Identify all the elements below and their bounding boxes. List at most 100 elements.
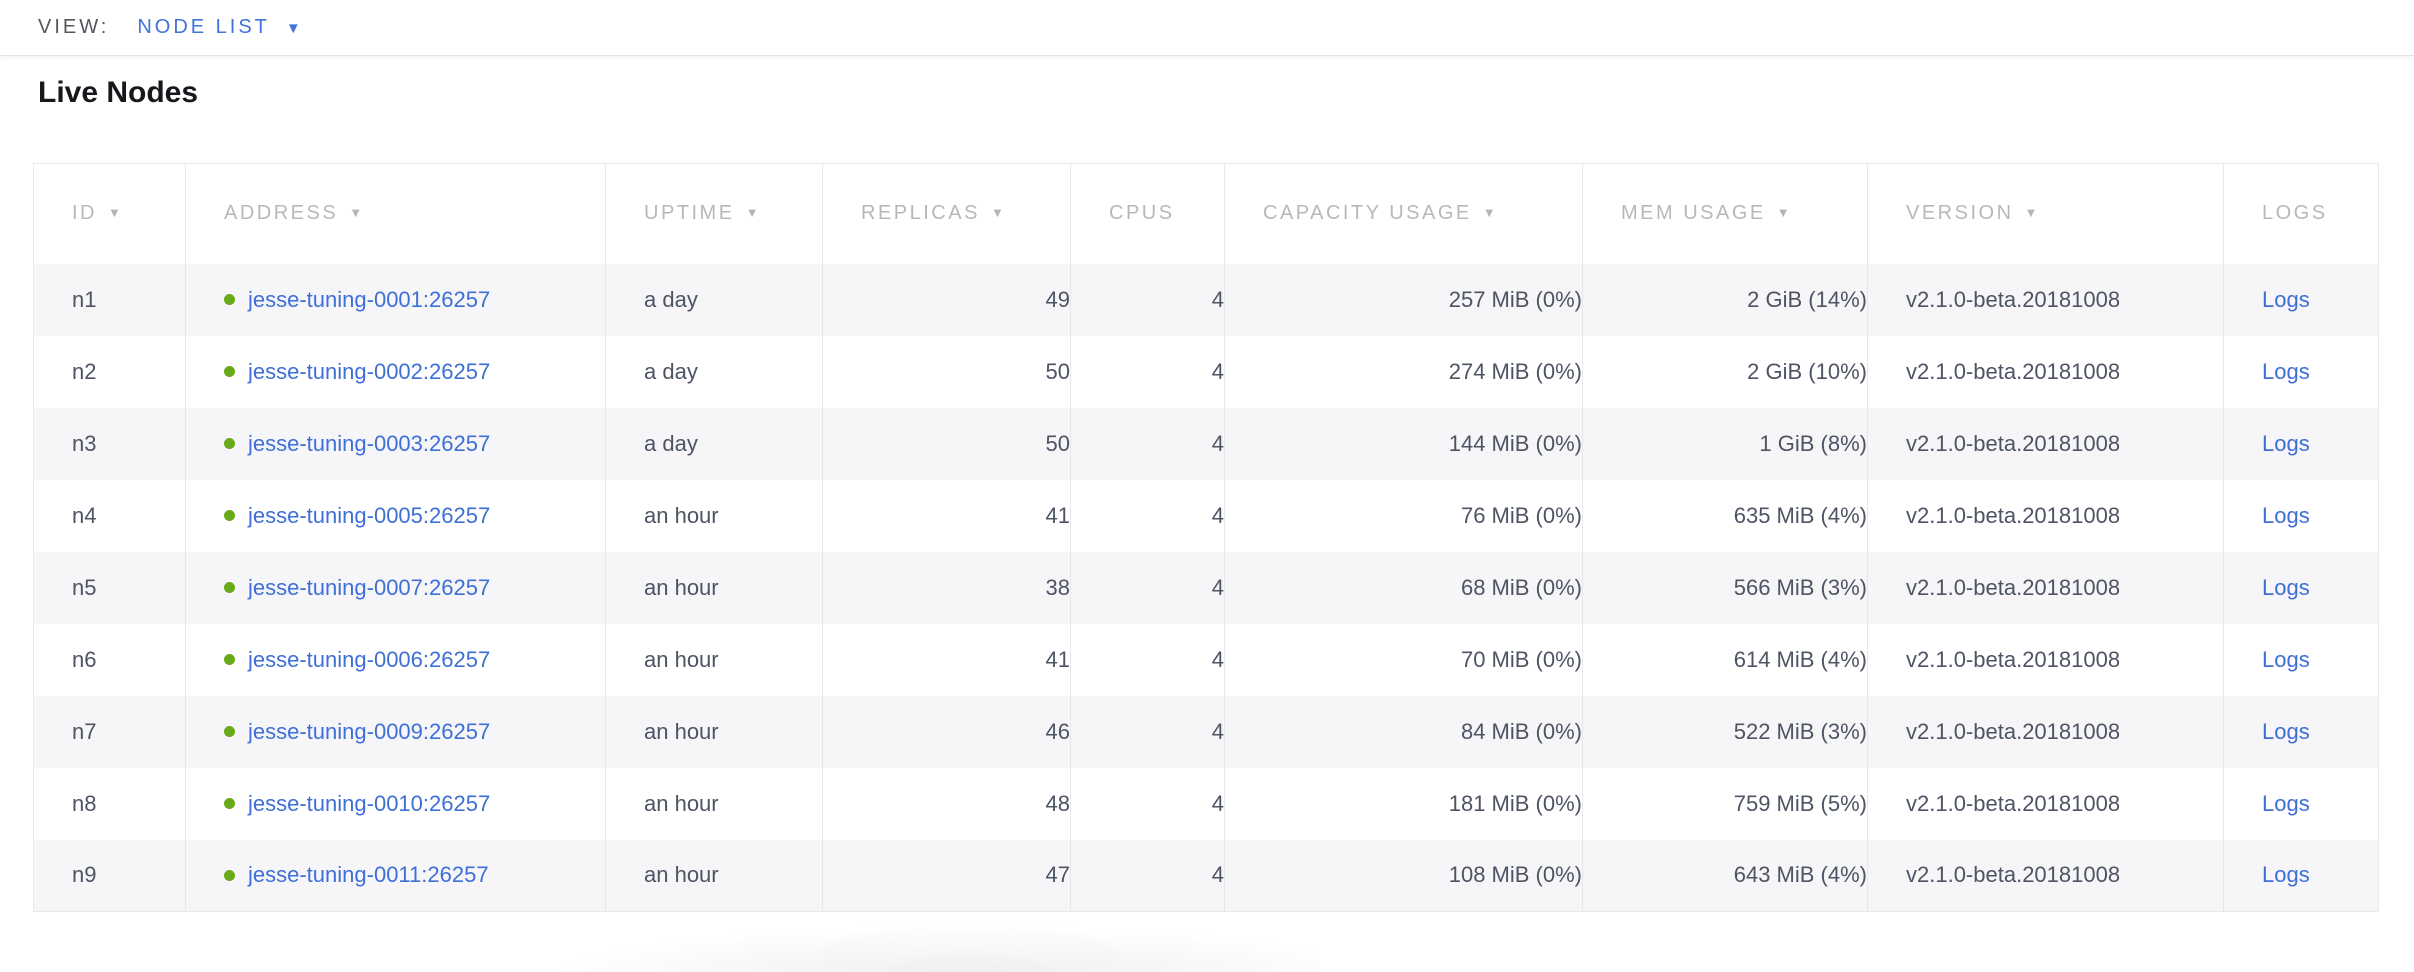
node-version-cell: v2.1.0-beta.20181008 [1867, 767, 2224, 840]
sort-desc-icon: ▼ [108, 205, 124, 221]
node-logs-link[interactable]: Logs [2262, 718, 2310, 744]
node-address-link[interactable]: jesse-tuning-0011:26257 [248, 862, 489, 888]
node-capacity-usage-cell: 70 MiB (0%) [1224, 623, 1583, 696]
node-id-cell: n1 [33, 263, 186, 336]
table-row: n5 jesse-tuning-0007:26257 an hour 38 4 … [33, 551, 2379, 624]
sort-desc-icon: ▼ [1482, 205, 1499, 221]
node-cpus-cell: 4 [1070, 839, 1225, 912]
node-mem-usage-cell: 2 GiB (14%) [1582, 263, 1868, 336]
node-logs-cell: Logs [2223, 767, 2379, 840]
node-logs-link[interactable]: Logs [2262, 430, 2310, 456]
node-capacity-usage-cell: 257 MiB (0%) [1224, 263, 1583, 336]
node-status-ok-icon [224, 366, 235, 377]
node-status-ok-icon [224, 654, 235, 665]
table-row: n7 jesse-tuning-0009:26257 an hour 46 4 … [33, 695, 2379, 768]
table-header: ID ▼ ADDRESS ▼ UPTIME ▼ REPLICAS ▼ CPUS CAPA… [33, 163, 2379, 264]
node-address-link[interactable]: jesse-tuning-0001:26257 [248, 286, 491, 312]
node-logs-link[interactable]: Logs [2262, 790, 2310, 816]
column-header-replicas[interactable]: REPLICAS ▼ [822, 163, 1071, 264]
node-uptime-cell: an hour [605, 695, 823, 768]
node-address-cell: jesse-tuning-0003:26257 [185, 407, 606, 480]
node-uptime-cell: an hour [605, 551, 823, 624]
node-address-link[interactable]: jesse-tuning-0002:26257 [248, 358, 491, 384]
node-logs-link[interactable]: Logs [2262, 358, 2310, 384]
column-header-capacity-usage[interactable]: CAPACITY USAGE ▼ [1224, 163, 1583, 264]
node-mem-usage-cell: 635 MiB (4%) [1582, 479, 1868, 552]
node-uptime-cell: a day [605, 335, 823, 408]
node-cpus-cell: 4 [1070, 479, 1225, 552]
node-capacity-usage-cell: 181 MiB (0%) [1224, 767, 1583, 840]
node-address-link[interactable]: jesse-tuning-0010:26257 [248, 790, 491, 816]
node-logs-link[interactable]: Logs [2262, 286, 2310, 312]
view-selector-dropdown[interactable]: NODE LIST ▼ [137, 16, 303, 39]
node-replicas-cell: 50 [822, 335, 1071, 408]
node-version-cell: v2.1.0-beta.20181008 [1867, 335, 2224, 408]
node-address-cell: jesse-tuning-0009:26257 [185, 695, 606, 768]
node-uptime-cell: a day [605, 407, 823, 480]
column-header-address[interactable]: ADDRESS ▼ [185, 163, 606, 264]
node-mem-usage-cell: 2 GiB (10%) [1582, 335, 1868, 408]
node-logs-cell: Logs [2223, 839, 2379, 912]
node-address-link[interactable]: jesse-tuning-0006:26257 [248, 646, 491, 672]
column-header-version[interactable]: VERSION ▼ [1867, 163, 2224, 264]
node-address-cell: jesse-tuning-0006:26257 [185, 623, 606, 696]
node-version-cell: v2.1.0-beta.20181008 [1867, 695, 2224, 768]
table-row: n3 jesse-tuning-0003:26257 a day 50 4 14… [33, 407, 2379, 480]
node-id-cell: n4 [33, 479, 186, 552]
node-logs-cell: Logs [2223, 263, 2379, 336]
page-title: Live Nodes [38, 76, 199, 109]
node-capacity-usage-cell: 68 MiB (0%) [1224, 551, 1583, 624]
node-replicas-cell: 48 [822, 767, 1071, 840]
page-bottom-shadow [540, 924, 1320, 972]
node-mem-usage-cell: 643 MiB (4%) [1582, 839, 1868, 912]
node-replicas-cell: 47 [822, 839, 1071, 912]
column-header-mem-usage[interactable]: MEM USAGE ▼ [1582, 163, 1868, 264]
node-capacity-usage-cell: 108 MiB (0%) [1224, 839, 1583, 912]
node-status-ok-icon [224, 869, 235, 881]
node-address-link[interactable]: jesse-tuning-0003:26257 [248, 430, 491, 456]
node-version-cell: v2.1.0-beta.20181008 [1867, 839, 2224, 912]
node-uptime-cell: an hour [605, 839, 823, 912]
node-status-ok-icon [224, 582, 235, 593]
node-logs-link[interactable]: Logs [2262, 862, 2310, 888]
node-mem-usage-cell: 759 MiB (5%) [1582, 767, 1868, 840]
node-capacity-usage-cell: 84 MiB (0%) [1224, 695, 1583, 768]
view-bar: VIEW: NODE LIST ▼ [0, 0, 2414, 56]
node-address-link[interactable]: jesse-tuning-0005:26257 [248, 502, 491, 528]
node-logs-link[interactable]: Logs [2262, 646, 2310, 672]
node-logs-link[interactable]: Logs [2262, 574, 2310, 600]
column-header-id[interactable]: ID ▼ [33, 163, 186, 264]
node-id-cell: n3 [33, 407, 186, 480]
node-logs-cell: Logs [2223, 623, 2379, 696]
node-address-cell: jesse-tuning-0007:26257 [185, 551, 606, 624]
node-address-link[interactable]: jesse-tuning-0009:26257 [248, 718, 491, 744]
node-cpus-cell: 4 [1070, 335, 1225, 408]
node-mem-usage-cell: 614 MiB (4%) [1582, 623, 1868, 696]
live-nodes-table-body: n1 jesse-tuning-0001:26257 a day 49 4 25… [33, 263, 2379, 912]
node-id-cell: n5 [33, 551, 186, 624]
node-logs-cell: Logs [2223, 695, 2379, 768]
node-status-ok-icon [224, 726, 235, 737]
column-header-uptime[interactable]: UPTIME ▼ [605, 163, 823, 264]
node-status-ok-icon [224, 510, 235, 521]
node-address-cell: jesse-tuning-0001:26257 [185, 263, 606, 336]
node-address-link[interactable]: jesse-tuning-0007:26257 [248, 574, 491, 600]
node-logs-link[interactable]: Logs [2262, 502, 2310, 528]
node-version-cell: v2.1.0-beta.20181008 [1867, 407, 2224, 480]
node-status-ok-icon [224, 438, 235, 449]
node-capacity-usage-cell: 144 MiB (0%) [1224, 407, 1583, 480]
node-replicas-cell: 50 [822, 407, 1071, 480]
node-uptime-cell: an hour [605, 479, 823, 552]
node-replicas-cell: 38 [822, 551, 1071, 624]
node-cpus-cell: 4 [1070, 551, 1225, 624]
node-capacity-usage-cell: 274 MiB (0%) [1224, 335, 1583, 408]
sort-desc-icon: ▼ [1776, 205, 1793, 221]
node-replicas-cell: 41 [822, 623, 1071, 696]
live-nodes-table: ID ▼ ADDRESS ▼ UPTIME ▼ REPLICAS ▼ CPUS CAPA… [33, 163, 2379, 912]
node-cpus-cell: 4 [1070, 767, 1225, 840]
node-capacity-usage-cell: 76 MiB (0%) [1224, 479, 1583, 552]
node-replicas-cell: 41 [822, 479, 1071, 552]
node-cpus-cell: 4 [1070, 623, 1225, 696]
node-status-ok-icon [224, 294, 235, 305]
node-mem-usage-cell: 566 MiB (3%) [1582, 551, 1868, 624]
